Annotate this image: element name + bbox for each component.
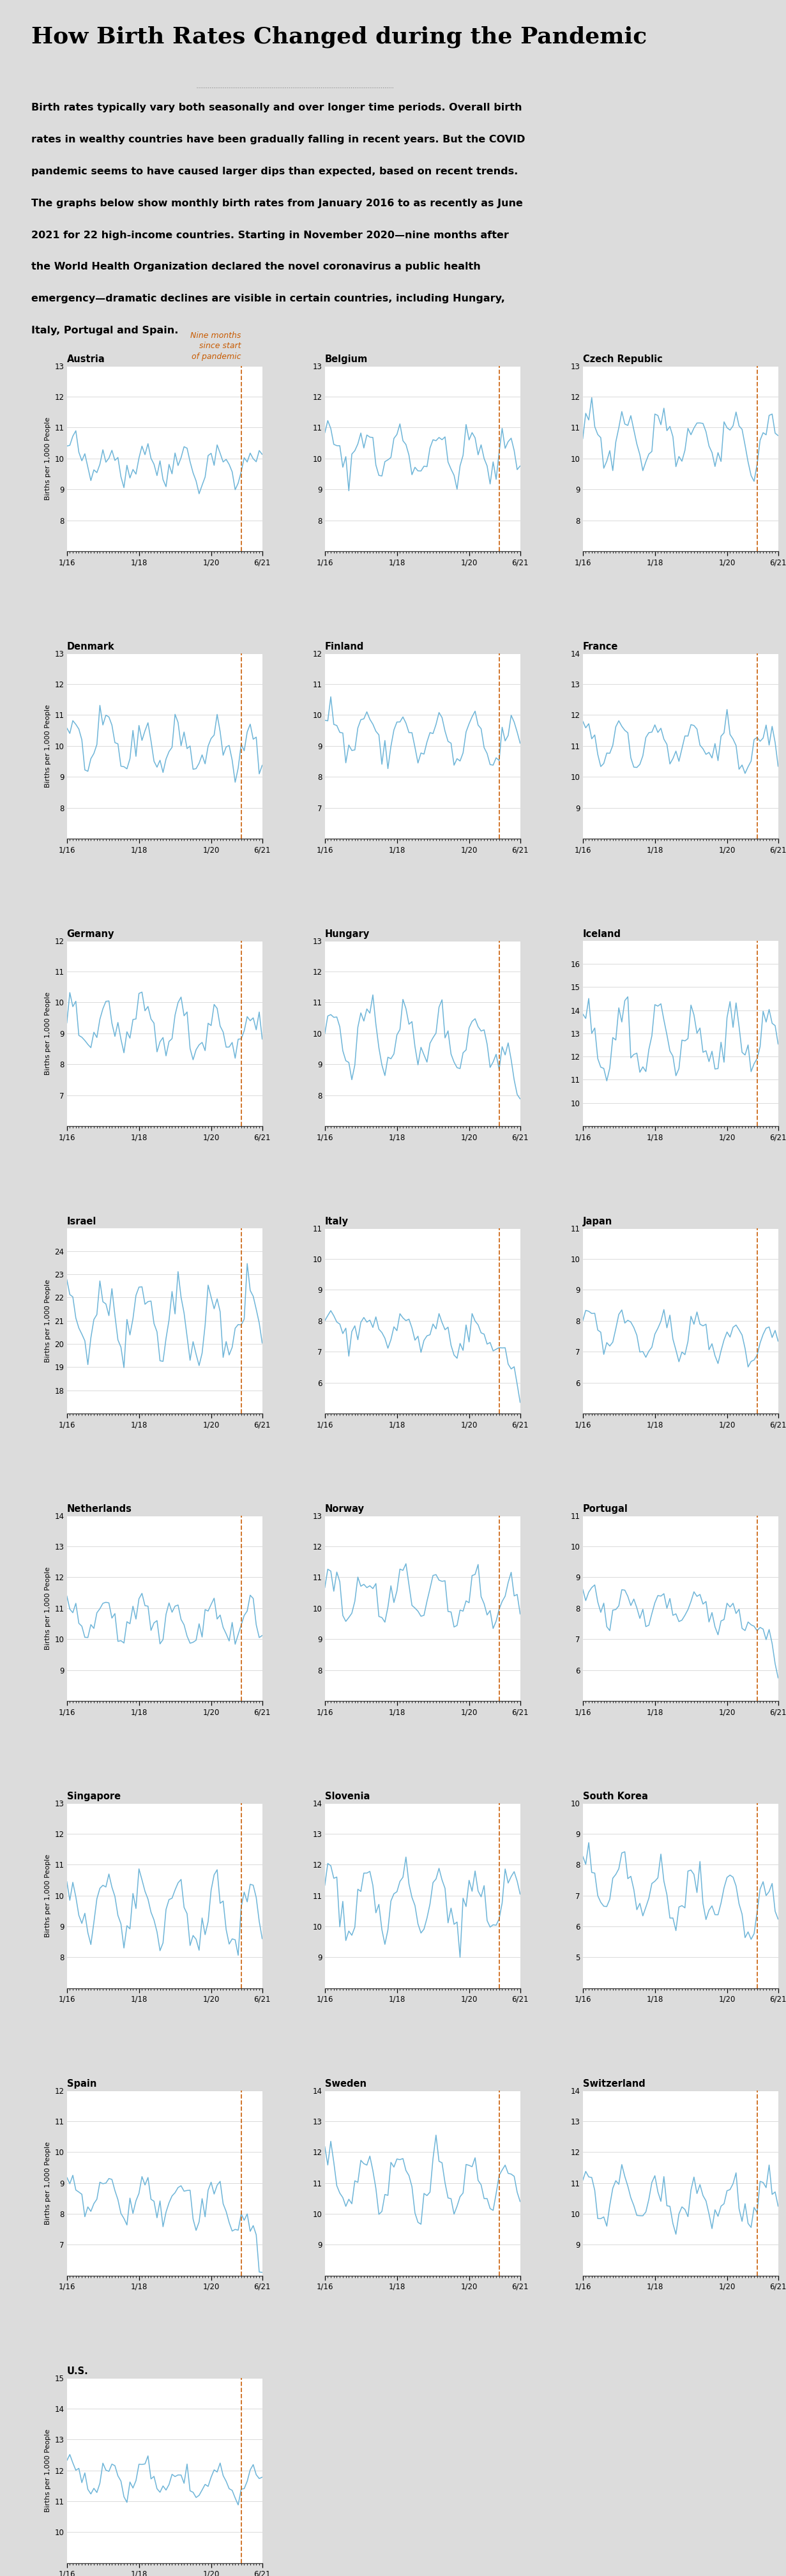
Text: The graphs below show monthly birth rates from January 2016 to as recently as Ju: The graphs below show monthly birth rate… [31, 198, 523, 209]
Text: Spain: Spain [67, 2079, 97, 2089]
Text: Japan: Japan [582, 1216, 612, 1226]
Text: pandemic seems to have caused larger dips than expected, based on recent trends.: pandemic seems to have caused larger dip… [31, 167, 518, 175]
Text: Denmark: Denmark [67, 641, 115, 652]
Text: emergency—dramatic declines are visible in certain countries, including Hungary,: emergency—dramatic declines are visible … [31, 294, 505, 304]
Y-axis label: Births per 1,000 People: Births per 1,000 People [45, 1280, 51, 1363]
Text: 2021 for 22 high-income countries. Starting in November 2020—nine months after: 2021 for 22 high-income countries. Start… [31, 229, 509, 240]
Text: Germany: Germany [67, 930, 115, 940]
Text: Nine months
since start
of pandemic: Nine months since start of pandemic [190, 332, 241, 361]
Text: rates in wealthy countries have been gradually falling in recent years. But the : rates in wealthy countries have been gra… [31, 134, 525, 144]
Text: U.S.: U.S. [67, 2367, 88, 2375]
Text: South Korea: South Korea [582, 1793, 648, 1801]
Text: Singapore: Singapore [67, 1793, 120, 1801]
Text: Hungary: Hungary [325, 930, 369, 940]
Text: Birth rates typically vary both seasonally and over longer time periods. Overall: Birth rates typically vary both seasonal… [31, 103, 522, 113]
Text: Belgium: Belgium [325, 355, 368, 363]
Text: How Birth Rates Changed during the Pandemic: How Birth Rates Changed during the Pande… [31, 26, 647, 49]
Text: Portugal: Portugal [582, 1504, 628, 1515]
Text: Norway: Norway [325, 1504, 365, 1515]
Y-axis label: Births per 1,000 People: Births per 1,000 People [45, 417, 51, 500]
Text: the World Health Organization declared the novel coronavirus a public health: the World Health Organization declared t… [31, 263, 481, 270]
Y-axis label: Births per 1,000 People: Births per 1,000 People [45, 703, 51, 788]
Y-axis label: Births per 1,000 People: Births per 1,000 People [45, 1855, 51, 1937]
Text: Slovenia: Slovenia [325, 1793, 369, 1801]
Text: Italy: Italy [325, 1216, 348, 1226]
Y-axis label: Births per 1,000 People: Births per 1,000 People [45, 1566, 51, 1649]
Text: Czech Republic: Czech Republic [582, 355, 663, 363]
Y-axis label: Births per 1,000 People: Births per 1,000 People [45, 992, 51, 1074]
Text: Sweden: Sweden [325, 2079, 366, 2089]
Text: Netherlands: Netherlands [67, 1504, 132, 1515]
Text: Italy, Portugal and Spain.: Italy, Portugal and Spain. [31, 325, 178, 335]
Y-axis label: Births per 1,000 People: Births per 1,000 People [45, 2429, 51, 2512]
Text: Switzerland: Switzerland [582, 2079, 645, 2089]
Text: Iceland: Iceland [582, 930, 621, 940]
Text: France: France [582, 641, 618, 652]
Text: Austria: Austria [67, 355, 105, 363]
Y-axis label: Births per 1,000 People: Births per 1,000 People [45, 2141, 51, 2226]
Text: Finland: Finland [325, 641, 364, 652]
Text: Israel: Israel [67, 1216, 97, 1226]
